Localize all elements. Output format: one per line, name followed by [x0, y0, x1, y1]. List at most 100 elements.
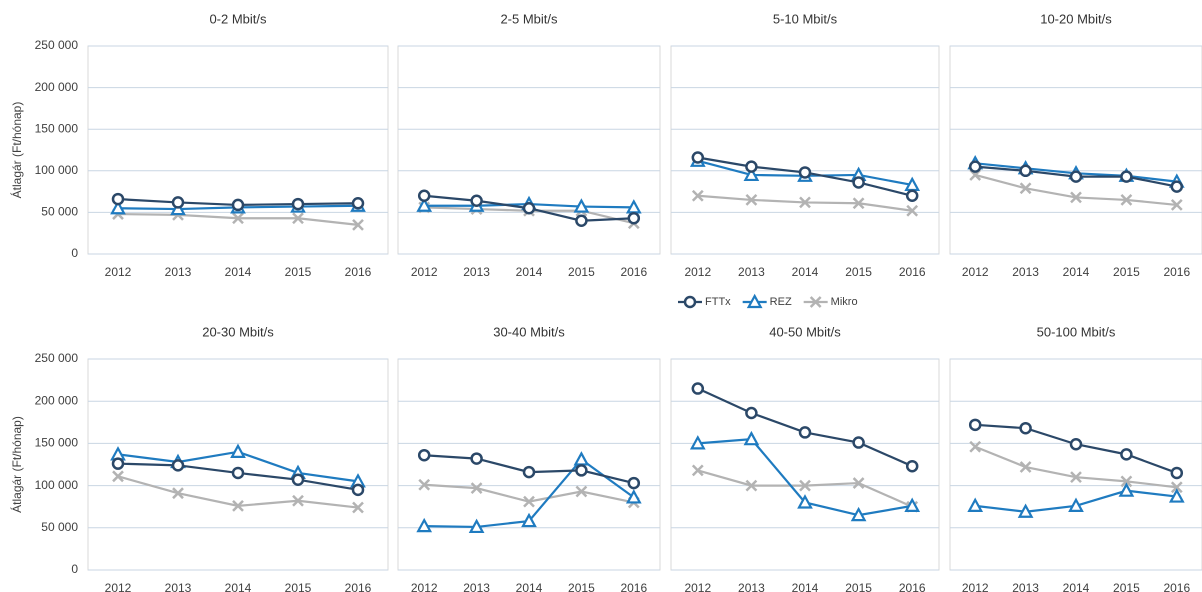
x-tick-label: 2016 — [899, 581, 926, 592]
marker — [1120, 170, 1133, 183]
x-tick-label: 2014 — [516, 265, 543, 279]
chart-title: 40-50 Mbit/s — [769, 324, 841, 339]
marker — [575, 214, 588, 227]
marker — [1070, 471, 1082, 484]
plot-frame — [397, 358, 661, 571]
x-tick-label: 2014 — [225, 581, 252, 592]
marker — [850, 506, 867, 522]
marker — [575, 464, 588, 477]
series-line — [424, 483, 635, 504]
x-tick-label: 2012 — [411, 581, 438, 592]
x-tick-label: 2013 — [738, 581, 765, 592]
marker — [745, 479, 758, 492]
x-tick-label: 2016 — [620, 581, 647, 592]
x-tick-label: 2016 — [899, 265, 926, 279]
x-tick-label: 2015 — [568, 581, 595, 592]
x-tick-label: 2016 — [620, 265, 647, 279]
marker — [691, 151, 705, 164]
marker — [691, 382, 705, 395]
marker — [1120, 475, 1133, 488]
x-tick-label: 2014 — [516, 581, 543, 592]
series-line — [117, 475, 359, 509]
x-tick-label: 2015 — [285, 265, 312, 279]
plot-frame — [949, 358, 1202, 571]
marker — [1069, 170, 1083, 183]
marker — [905, 189, 919, 203]
legend-marker — [683, 295, 697, 309]
x-tick-label: 2013 — [165, 581, 192, 592]
marker — [418, 478, 431, 491]
y-tick-label: 50 000 — [41, 520, 78, 534]
y-tick-label: 200 000 — [35, 393, 79, 407]
marker — [1019, 164, 1032, 178]
marker — [743, 430, 760, 446]
marker — [417, 189, 431, 203]
marker — [1019, 182, 1032, 195]
y-tick-label: 150 000 — [35, 121, 79, 135]
marker — [1019, 461, 1032, 473]
marker — [291, 473, 305, 486]
marker — [968, 418, 982, 432]
marker — [522, 201, 536, 215]
marker — [1170, 180, 1184, 193]
marker — [470, 194, 483, 208]
x-tick-label: 2012 — [684, 265, 711, 279]
marker — [689, 435, 706, 450]
marker — [352, 218, 364, 231]
x-tick-label: 2015 — [285, 581, 312, 592]
x-tick-label: 2015 — [845, 265, 872, 279]
x-tick-label: 2012 — [105, 265, 132, 279]
marker — [416, 517, 433, 533]
x-tick-label: 2012 — [684, 581, 711, 592]
y-tick-label: 150 000 — [35, 436, 79, 450]
marker — [292, 212, 304, 225]
x-tick-label: 2016 — [1163, 265, 1190, 279]
marker — [417, 448, 431, 462]
y-axis-label: Átlagár (Ft/hónap) — [9, 102, 24, 199]
x-tick-label: 2014 — [1063, 581, 1090, 592]
x-tick-label: 2012 — [105, 581, 132, 592]
plot-frame — [949, 45, 1202, 255]
y-tick-label: 250 000 — [35, 38, 79, 52]
marker — [1019, 421, 1032, 435]
x-tick-label: 2013 — [463, 265, 490, 279]
marker — [416, 197, 433, 212]
marker — [351, 483, 365, 497]
plot-frame — [670, 358, 940, 571]
marker — [625, 199, 642, 214]
x-tick-label: 2013 — [1012, 265, 1039, 279]
marker — [852, 436, 865, 449]
y-tick-label: 0 — [71, 246, 78, 260]
legend-marker — [746, 293, 763, 309]
marker — [852, 197, 865, 210]
marker — [171, 196, 185, 209]
y-axis-label: Átlagár (Ft/hónap) — [9, 416, 24, 513]
marker — [351, 196, 365, 210]
marker — [745, 160, 758, 173]
marker — [1017, 503, 1034, 518]
legend-label: REZ — [770, 296, 792, 308]
chart-title: 2-5 Mbit/s — [500, 11, 558, 26]
marker — [110, 199, 126, 215]
marker — [745, 406, 758, 420]
marker — [968, 160, 982, 173]
marker — [468, 518, 485, 534]
x-tick-label: 2016 — [345, 581, 372, 592]
marker — [691, 464, 704, 477]
y-tick-label: 50 000 — [41, 205, 78, 219]
marker — [171, 459, 185, 472]
marker — [231, 198, 245, 212]
marker — [230, 443, 246, 458]
marker — [470, 482, 483, 495]
plot-frame — [670, 45, 940, 255]
x-tick-label: 2015 — [568, 265, 595, 279]
y-tick-label: 100 000 — [35, 163, 79, 177]
chart-title: 5-10 Mbit/s — [773, 11, 838, 26]
marker — [291, 197, 305, 211]
marker — [352, 501, 364, 514]
marker — [745, 194, 758, 206]
x-tick-label: 2014 — [1063, 265, 1090, 279]
marker — [112, 470, 124, 483]
